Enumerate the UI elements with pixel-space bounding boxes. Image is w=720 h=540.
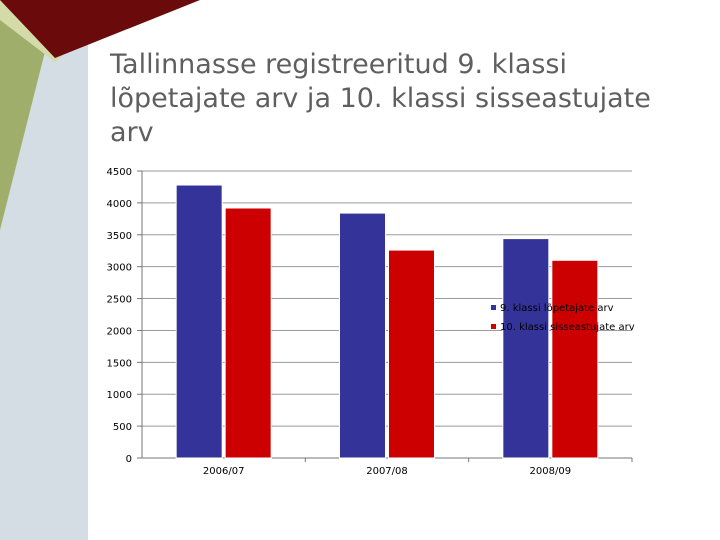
bar-2-2007-08 — [388, 249, 435, 459]
legend-swatch — [491, 324, 496, 329]
y-tick-label: 1500 — [107, 358, 132, 369]
bar-2-2008-09 — [551, 259, 599, 459]
y-tick-label: 0 — [126, 454, 132, 465]
tick-labels: 0 500 1000 1500 2000 2500 3000 3500 4000 4500 2006… — [107, 167, 572, 477]
legend-label: 9. klassi lõpetajate arv — [500, 303, 614, 314]
y-tick-label: 3500 — [107, 231, 132, 242]
bar-2-2006-07 — [224, 207, 272, 459]
legend-swatch — [491, 305, 496, 310]
legend: 9. klassi lõpetajate arv 10. klassi sisse… — [491, 303, 635, 333]
bars — [175, 184, 599, 459]
y-tick-label: 4000 — [107, 199, 132, 210]
bar-1-2007-08 — [339, 212, 386, 459]
dark-red-corner-shape — [0, 0, 200, 58]
y-tick-label: 500 — [113, 422, 132, 433]
y-tick-label: 3000 — [107, 263, 132, 274]
bar-1-2008-09 — [502, 238, 550, 459]
y-tick-label: 2500 — [107, 295, 132, 306]
y-tick-label: 4500 — [107, 167, 132, 178]
bar-1-2006-07 — [175, 184, 223, 459]
x-tick-label: 2007/08 — [366, 466, 408, 477]
x-tick-label: 2008/09 — [530, 466, 572, 477]
y-tick-label: 1000 — [107, 390, 132, 401]
x-tick-label: 2006/07 — [203, 466, 245, 477]
bar-chart: 0 500 1000 1500 2000 2500 3000 3500 4000 4500 2006… — [107, 167, 635, 477]
y-tick-label: 2000 — [107, 326, 132, 337]
slide-title: Tallinnasse registreeritud 9. klassi lõp… — [110, 49, 651, 148]
olive-corner-shape — [0, 0, 58, 230]
legend-label: 10. klassi sisseastujate arv — [500, 322, 635, 333]
axes — [137, 170, 633, 462]
